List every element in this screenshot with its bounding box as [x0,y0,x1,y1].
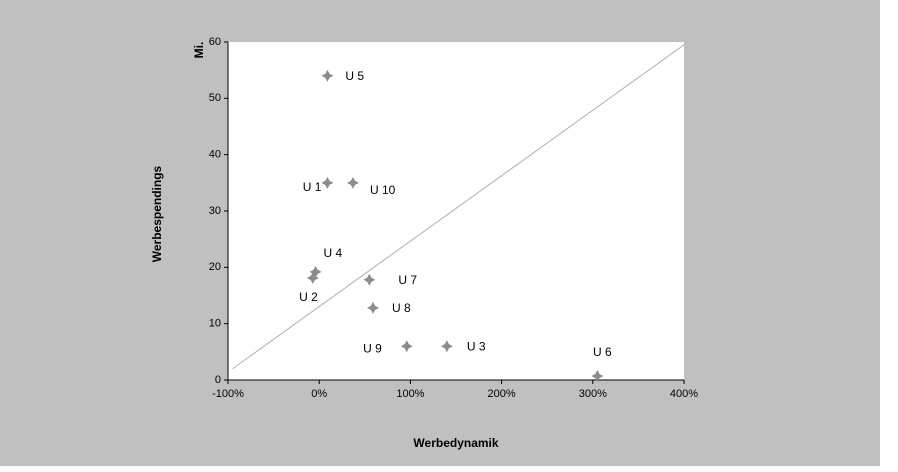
y-tick-label: 10 [209,318,221,330]
point-label: U 9 [363,341,382,355]
point [321,176,334,189]
point-label: U 4 [324,246,343,260]
x-axis-title: Werbedynamik [413,436,498,450]
point-label: U 7 [398,273,417,287]
x-tick-label: 300% [579,388,607,400]
point-label: U 8 [392,301,411,315]
point [306,272,319,285]
point-label: U 10 [370,183,396,197]
y-tick-label: 0 [215,374,221,386]
x-tick-label: 0% [311,388,327,400]
diagonal-line [232,44,685,370]
point [400,340,413,353]
point-label: U 3 [467,339,486,353]
point-label: U 5 [345,69,364,83]
x-tick-label: -100% [212,388,244,400]
point [367,301,380,314]
y-axis-title: Werbespendings [150,165,164,262]
y-tick-label: 50 [209,92,221,104]
x-tick-label: 200% [488,388,516,400]
point [591,370,604,383]
x-tick-label: 100% [396,388,424,400]
y-tick-label: 60 [209,36,221,48]
point [309,265,322,278]
point [321,69,334,82]
point-label: U 6 [593,345,612,359]
point [346,176,359,189]
y-tick-label: 30 [209,205,221,217]
point-label: U 2 [299,290,318,304]
y-axis-unit: Mi. [192,42,206,59]
x-tick-label: 400% [670,388,698,400]
y-tick-label: 20 [209,261,221,273]
point [440,340,453,353]
plot-area [228,42,684,380]
y-tick-label: 40 [209,149,221,161]
point [363,273,376,286]
point-label: U 1 [303,180,322,194]
